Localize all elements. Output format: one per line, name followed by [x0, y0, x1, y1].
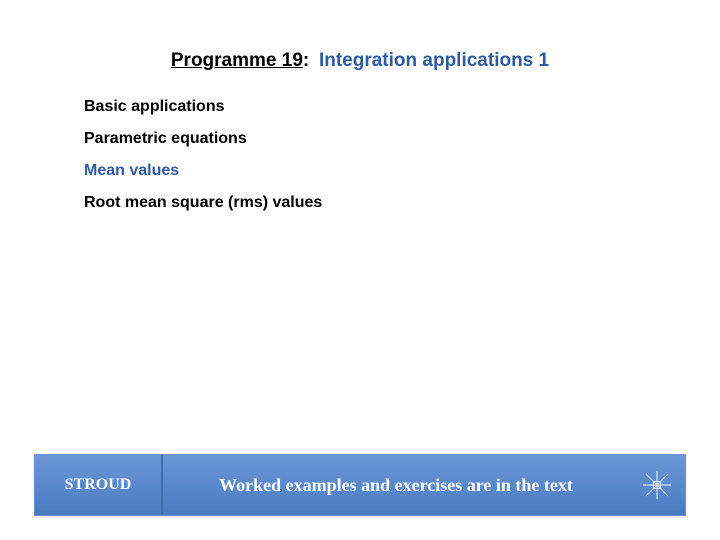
list-item: Root mean square (rms) values [84, 194, 322, 212]
title-programme: Programme 19 [171, 50, 303, 71]
topic-list: Basic applications Parametric equations … [84, 98, 322, 226]
list-item-active: Mean values [84, 162, 322, 180]
footer-brand: STROUD [65, 476, 132, 494]
slide-title: Programme 19: Integration applications 1 [0, 50, 720, 72]
list-item: Basic applications [84, 98, 322, 116]
list-item: Parametric equations [84, 130, 322, 148]
footer-brand-box: STROUD [35, 455, 163, 515]
footer-bar: STROUD Worked examples and exercises are… [34, 454, 686, 516]
title-subtitle: Integration applications 1 [319, 50, 549, 71]
footer-note: Worked examples and exercises are in the… [163, 455, 629, 515]
burst-icon [629, 455, 685, 515]
title-separator: : [303, 50, 315, 71]
